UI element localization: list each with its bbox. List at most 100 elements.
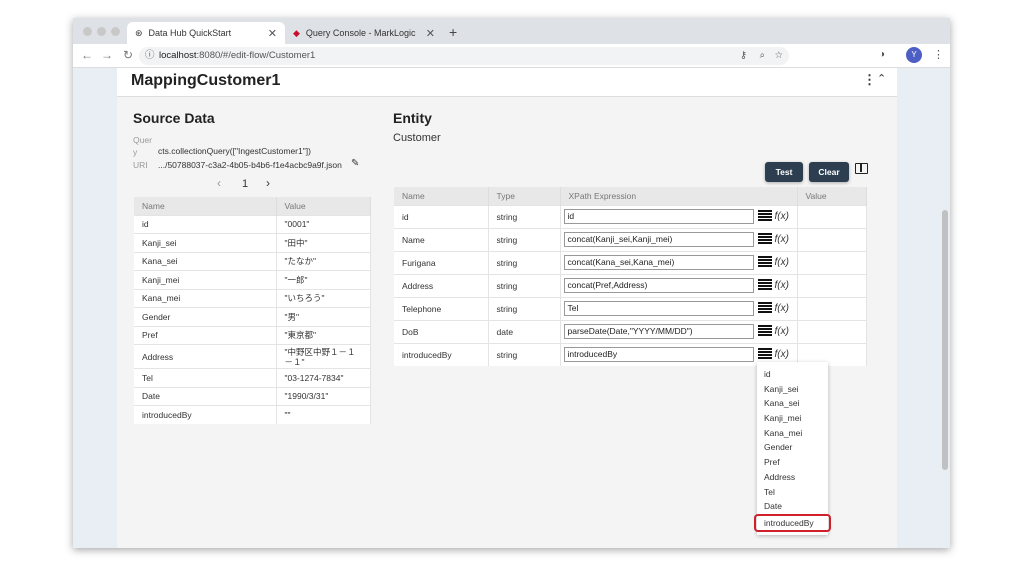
address-bar: ← → ↻ ⓘ localhost:8080/#/edit-flow/Custom… [73,44,950,68]
xpath-input[interactable]: id [563,209,754,224]
avatar[interactable]: Y [906,47,922,63]
property-name: Furigana [394,250,489,274]
dropdown-item[interactable]: Kanji_sei [764,383,799,394]
xpath-input[interactable]: concat(Pref,Address) [563,278,754,293]
minimize-window-button[interactable] [97,27,106,36]
tab-bar: ⊛ Data Hub QuickStart ✕ ◆ Query Console - M… [73,18,950,44]
close-window-button[interactable] [83,27,92,36]
dropdown-item[interactable]: Tel [764,486,775,497]
more-options-icon[interactable]: ⋮ [863,72,876,87]
field-name: Address [134,344,277,369]
dropdown-item[interactable]: Kana_sei [764,398,800,409]
field-value: "田中" [276,233,371,252]
table-row: Kanji_mei "一郎" [134,270,371,289]
property-name: Address [394,273,489,297]
table-row: Date "1990/3/31" [134,386,371,406]
entity-name: Customer [393,132,441,144]
xpath-input[interactable]: Tel [563,301,754,316]
field-value: "いちろう" [276,288,371,308]
info-icon: ⓘ [145,50,155,61]
property-type: string [488,273,561,297]
source-field-list-icon[interactable] [757,348,772,361]
prev-page-icon[interactable]: ‹ [217,176,221,190]
dropdown-item[interactable]: introducedBy [754,513,831,532]
function-icon[interactable]: f(x) [774,211,789,222]
reload-icon[interactable]: ↻ [123,48,134,62]
table-row: Gender "男" [134,307,371,326]
dropdown-item[interactable]: Address [764,471,796,482]
dropdown-item[interactable]: Gender [764,442,793,453]
table-row: Address string concat(Pref,Address) f(x) [394,273,867,297]
source-field-list-icon[interactable] [757,210,772,223]
browser-menu-icon[interactable]: ⋮ [933,49,944,61]
source-field-list-icon[interactable] [757,256,772,269]
page-number: 1 [242,178,249,190]
split-view-icon[interactable] [855,163,868,174]
source-field-list-icon[interactable] [757,233,772,246]
dropdown-item[interactable]: Kana_mei [764,427,803,438]
key-icon[interactable]: ⚷ [740,50,747,61]
xpath-input[interactable]: concat(Kana_sei,Kana_mei) [563,255,754,270]
table-row: introducedBy string introducedBy f(x) [394,342,867,366]
xpath-input[interactable]: concat(Kanji_sei,Kanji_mei) [563,232,754,247]
source-field-dropdown: id Kanji_sei Kana_sei Kanji_mei Kana_mei Gend… [754,362,831,535]
edit-pencil-icon[interactable]: ✎ [351,158,360,169]
column-header-xpath: XPath Expression [560,187,798,205]
next-page-icon[interactable]: › [266,176,270,190]
clear-button[interactable]: Clear [809,162,849,182]
property-value [797,227,867,251]
property-name: id [394,204,489,228]
tab-query-console[interactable]: ◆ Query Console - MarkLogic ✕ [293,27,435,40]
zoom-icon[interactable]: ⌕ [759,50,765,61]
dropdown-item[interactable]: Pref [764,457,780,468]
scrollbar[interactable] [942,210,948,470]
source-field-list-icon[interactable] [757,279,772,292]
field-value: "1990/3/31" [276,386,371,406]
table-row: Pref "東京都" [134,325,371,345]
forward-icon[interactable]: → [101,48,113,62]
field-value: "一郎" [276,270,371,289]
field-value: "たなか" [276,251,371,271]
tab-data-hub[interactable]: ⊛ Data Hub QuickStart ✕ [127,22,285,44]
field-name: Kanji_mei [134,270,277,289]
property-value [797,273,867,297]
collapse-chevron-icon[interactable]: ⌃ [877,73,887,85]
function-icon[interactable]: f(x) [774,326,789,337]
field-name: Tel [134,368,277,387]
source-field-list-icon[interactable] [757,325,772,338]
table-row: id "0001" [134,214,371,234]
column-header-name: Name [394,187,489,205]
extension-icon[interactable]: ◑ [879,49,886,60]
function-icon[interactable]: f(x) [774,349,789,361]
test-button[interactable]: Test [765,162,803,182]
property-name: DoB [394,319,489,343]
xpath-input[interactable]: parseDate(Date,"YYYY/MM/DD") [563,324,754,339]
property-type: date [488,319,561,343]
new-tab-button[interactable]: + [449,24,458,40]
source-field-list-icon[interactable] [757,302,772,315]
property-value [797,296,867,320]
field-value: "男" [276,307,371,326]
maximize-window-button[interactable] [111,27,120,36]
property-name: Name [394,227,489,251]
function-icon[interactable]: f(x) [774,234,789,245]
function-icon[interactable]: f(x) [774,303,789,314]
close-tab-icon[interactable]: ✕ [267,27,277,40]
property-name: introducedBy [394,342,489,366]
xpath-input[interactable]: introducedBy [563,347,754,363]
dropdown-item[interactable]: Date [764,501,782,512]
dropdown-item[interactable]: Kanji_mei [764,413,802,424]
url-input[interactable]: ⓘ localhost:8080/#/edit-flow/Customer1 ⚷ … [139,47,789,65]
function-icon[interactable]: f(x) [774,257,789,268]
bookmark-star-icon[interactable]: ☆ [774,50,783,61]
field-value: "" [276,405,371,424]
table-row: Kana_sei "たなか" [134,251,371,271]
field-name: id [134,214,277,234]
function-icon[interactable]: f(x) [774,280,789,291]
close-tab-icon[interactable]: ✕ [425,27,435,40]
dropdown-item[interactable]: id [764,369,771,379]
back-icon[interactable]: ← [81,48,93,62]
mapping-card: MappingCustomer1 ⋮ ⌃ Source Data Quer y … [117,68,897,548]
table-row: introducedBy "" [134,405,371,424]
property-name: Telephone [394,296,489,320]
